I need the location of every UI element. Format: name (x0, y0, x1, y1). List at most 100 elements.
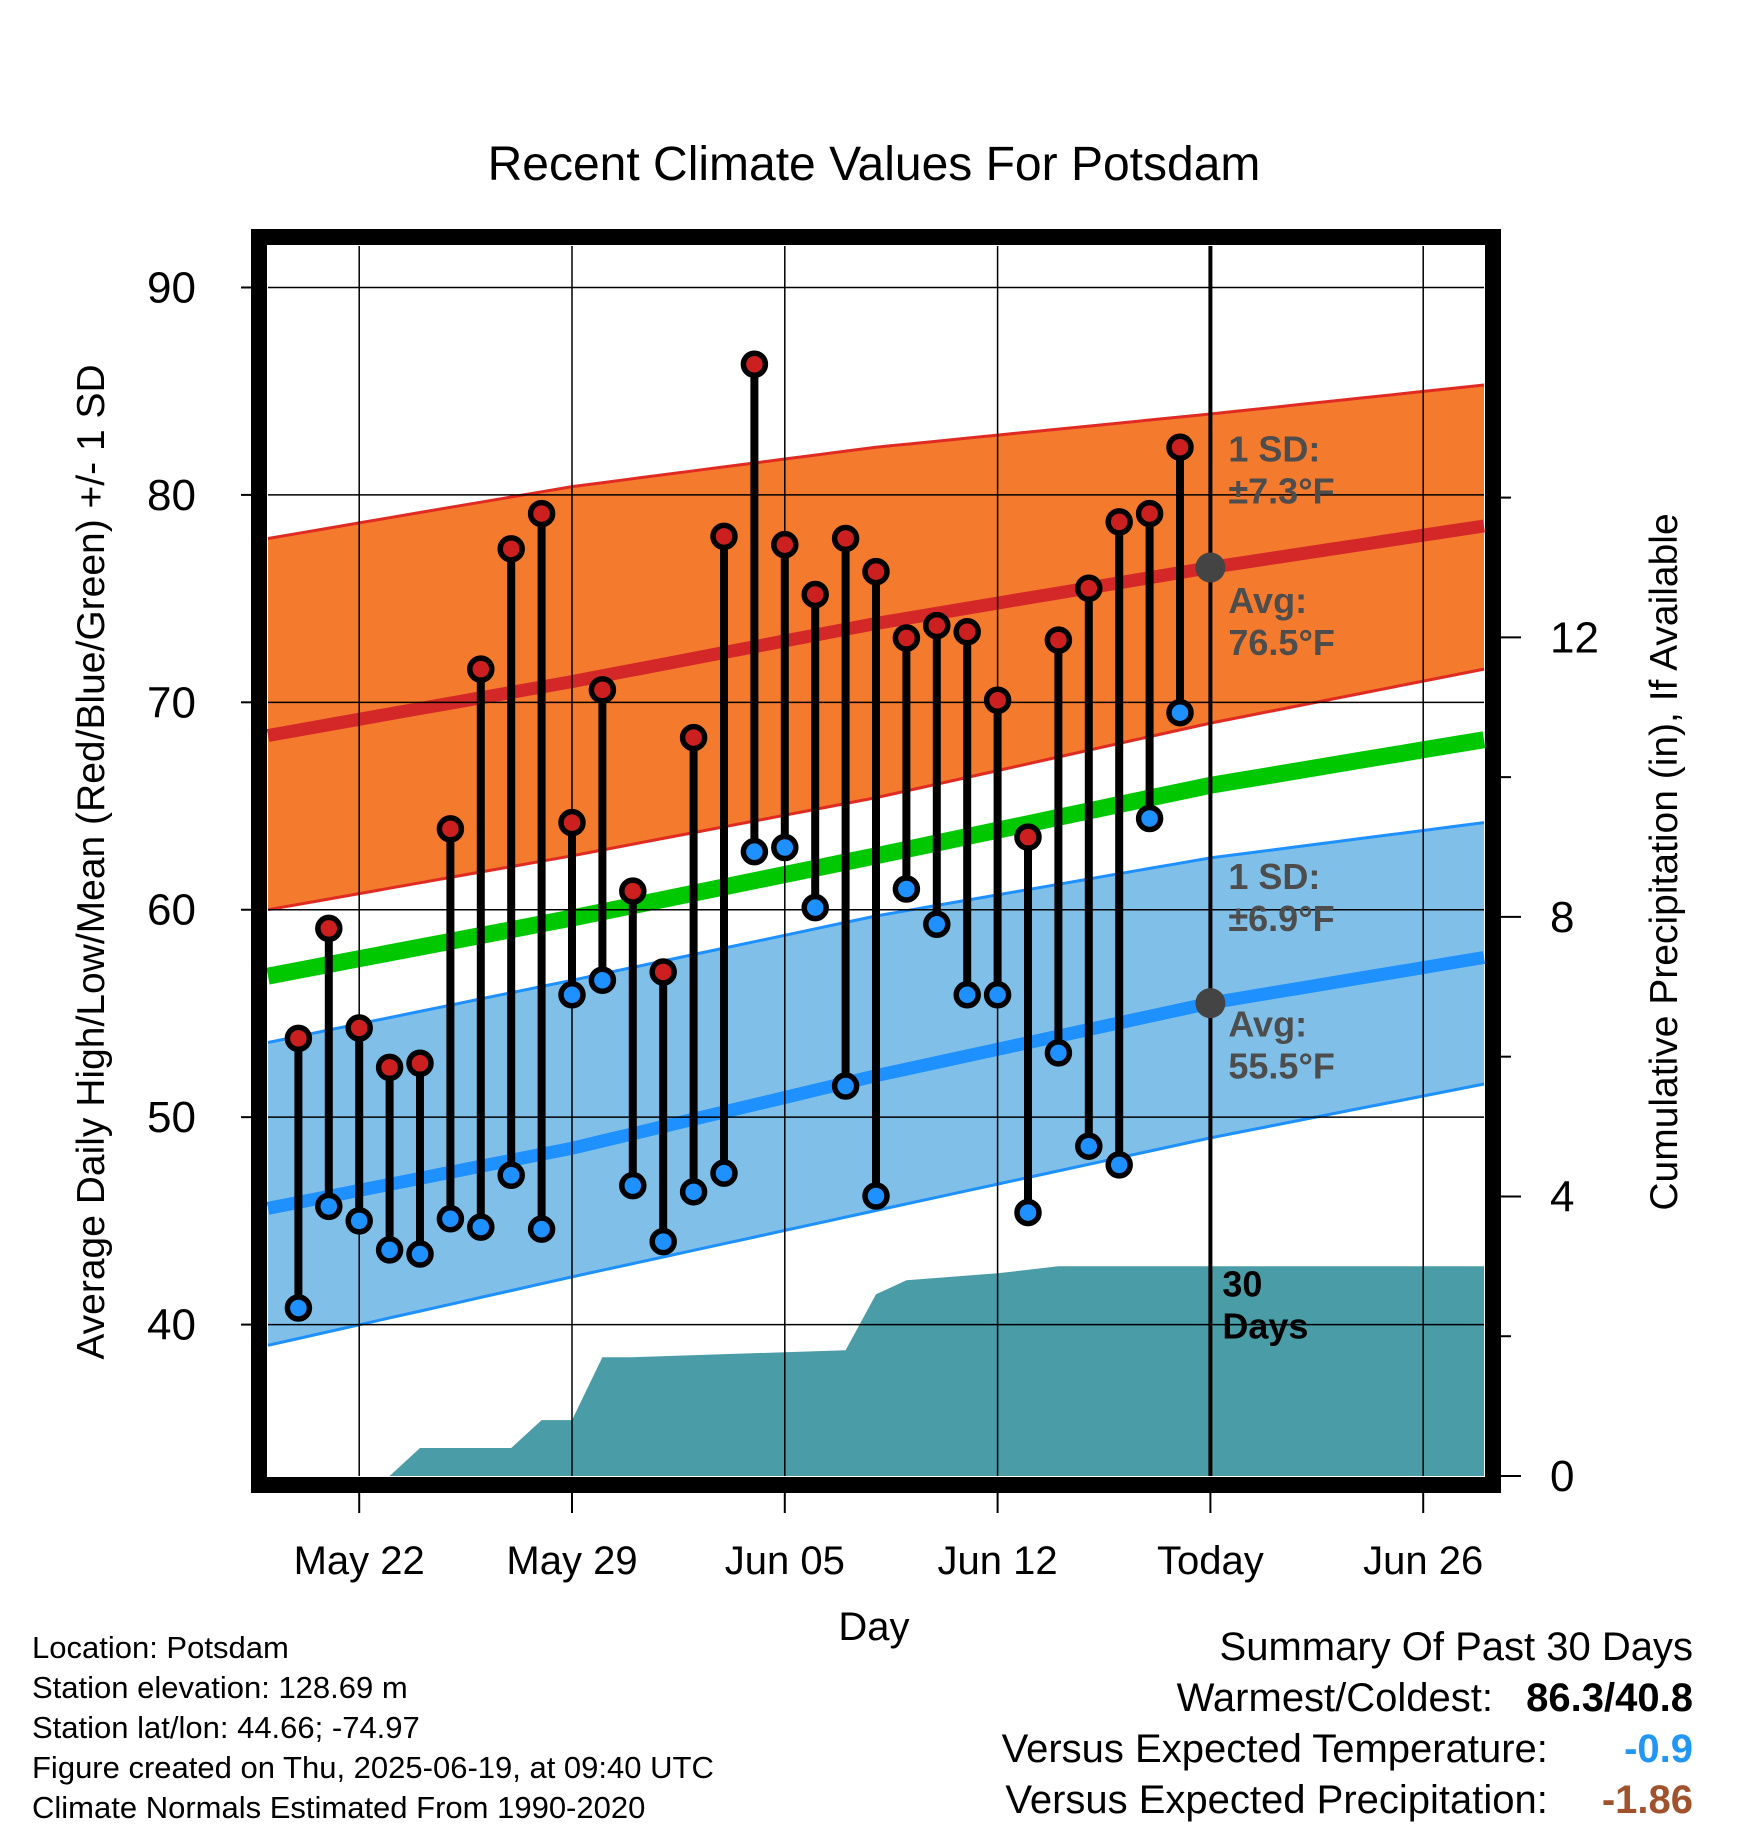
daily-low-point (983, 981, 1012, 1009)
daily-high-point (649, 958, 677, 986)
warmest-label: Warmest/Coldest: (1176, 1676, 1494, 1720)
daily-low-point (406, 1240, 434, 1268)
daily-high-point (315, 914, 343, 943)
sd-annotation-label: Avg: (1228, 1003, 1307, 1044)
daily-high-point (375, 1053, 404, 1082)
summary-panel: Summary Of Past 30 Days Warmest/Coldest:… (1002, 1622, 1693, 1826)
daily-high-point (801, 580, 829, 609)
daily-low-point (831, 1072, 860, 1100)
x-tick-label: May 29 (506, 1539, 637, 1583)
daily-high-point (1075, 574, 1103, 602)
daily-high-point (497, 535, 525, 563)
low-lower-edge (267, 1082, 1485, 1347)
daily-low-point (953, 981, 981, 1009)
daily-low-point (862, 1182, 890, 1210)
station-info: Location: Potsdam Station elevation: 128… (32, 1628, 714, 1828)
summary-title: Summary Of Past 30 Days (1219, 1625, 1693, 1669)
daily-high-point (892, 624, 921, 652)
x-tick-label: May 22 (294, 1539, 425, 1583)
high-upper-edge (267, 383, 1485, 540)
period-label: 30 (1222, 1263, 1262, 1304)
daily-low-point (284, 1294, 313, 1322)
warmest-value: 86.3 (1526, 1676, 1605, 1720)
daily-high-point (983, 686, 1012, 714)
daily-high-point (588, 676, 617, 704)
daily-high-point (679, 723, 708, 752)
temp-anomaly-label: Versus Expected Temperature: (1001, 1727, 1548, 1771)
y2-tick-label: 8 (1550, 893, 1574, 942)
daily-low-point (923, 910, 951, 939)
summary-warmest-row: Warmest/Coldest: 86.3/40.8 (1176, 1676, 1693, 1720)
x-axis-label: Day (838, 1605, 909, 1649)
today-normal-marker (1195, 988, 1226, 1019)
daily-high-point (1105, 508, 1133, 536)
daily-low-point (1135, 804, 1164, 833)
daily-low-point (436, 1205, 465, 1233)
daily-low-point (527, 1215, 556, 1243)
sd-annotation-value: ±6.9°F (1228, 898, 1334, 939)
daily-low-point (649, 1227, 677, 1256)
y-tick-label: 40 (147, 1301, 196, 1350)
y2-axis-label: Cumulative Precipitation (in), If Availa… (1643, 513, 1686, 1210)
sd-annotation-value: 76.5°F (1228, 622, 1334, 663)
x-tick-label: Jun 12 (938, 1539, 1058, 1583)
daily-high-point (1044, 626, 1073, 654)
daily-low-point (1075, 1132, 1103, 1160)
daily-high-point (527, 499, 556, 528)
daily-low-point (740, 837, 769, 866)
daily-low-point (467, 1213, 495, 1241)
sd-annotation-value: ±7.3°F (1228, 471, 1334, 512)
daily-high-point (740, 350, 769, 378)
x-tick-label: Jun 26 (1363, 1539, 1483, 1583)
daily-low-point (558, 981, 586, 1009)
precip-anomaly-label: Versus Expected Precipitation: (1005, 1778, 1548, 1822)
daily-low-point (771, 833, 799, 862)
elevation-text: Station elevation: 128.69 m (32, 1670, 408, 1705)
daily-high-point (284, 1024, 313, 1053)
daily-high-point (406, 1049, 434, 1077)
precip-anomaly-value: -1.86 (1601, 1778, 1693, 1822)
daily-high-point (1166, 433, 1194, 461)
chart-title: Recent Climate Values For Potsdam (488, 138, 1261, 191)
x-tick-label: Today (1157, 1539, 1264, 1583)
y2-tick-label: 4 (1550, 1172, 1574, 1221)
daily-high-point (558, 808, 586, 837)
y2-tick-label: 12 (1550, 613, 1599, 662)
created-text: Figure created on Thu, 2025-06-19, at 09… (32, 1750, 714, 1785)
sd-annotation-label: Avg: (1228, 580, 1307, 621)
latlon-text: Station lat/lon: 44.66; -74.97 (32, 1710, 420, 1745)
normals-text: Climate Normals Estimated From 1990-2020 (32, 1790, 646, 1825)
plot-frame (251, 229, 1501, 1493)
daily-high-point (923, 611, 951, 640)
x-tick-label: Jun 05 (725, 1539, 845, 1583)
daily-low-point (588, 966, 617, 995)
today-normal-marker (1195, 552, 1226, 583)
y-tick-label: 90 (147, 263, 196, 312)
daily-low-point (315, 1192, 343, 1221)
temp-anomaly-value: -0.9 (1624, 1727, 1693, 1771)
y-tick-label: 50 (147, 1093, 196, 1142)
period-label: Days (1222, 1305, 1308, 1346)
y-axis-label: Average Daily High/Low/Mean (Red/Blue/Gr… (70, 364, 113, 1359)
daily-low-point (1105, 1151, 1133, 1179)
daily-low-point (497, 1161, 525, 1189)
sd-annotation-label: 1 SD: (1228, 856, 1320, 897)
y-tick-label: 80 (147, 471, 196, 520)
daily-high-point (831, 524, 860, 553)
daily-high-point (771, 530, 799, 559)
daily-low-point (375, 1236, 404, 1264)
daily-high-point (436, 815, 465, 843)
summary-temp-row: Versus Expected Temperature: -0.9 (1002, 1724, 1693, 1775)
daily-high-point (467, 655, 495, 683)
daily-high-point (953, 618, 981, 646)
daily-low-point (679, 1178, 708, 1206)
coldest-value: 40.8 (1615, 1676, 1693, 1720)
daily-low-point (345, 1207, 373, 1235)
location-text: Location: Potsdam (32, 1630, 289, 1665)
y-tick-label: 70 (147, 678, 196, 727)
summary-precip-row: Versus Expected Precipitation: -1.86 (1002, 1775, 1693, 1826)
sd-annotation-value: 55.5°F (1228, 1045, 1334, 1086)
daily-high-point (1135, 499, 1164, 528)
